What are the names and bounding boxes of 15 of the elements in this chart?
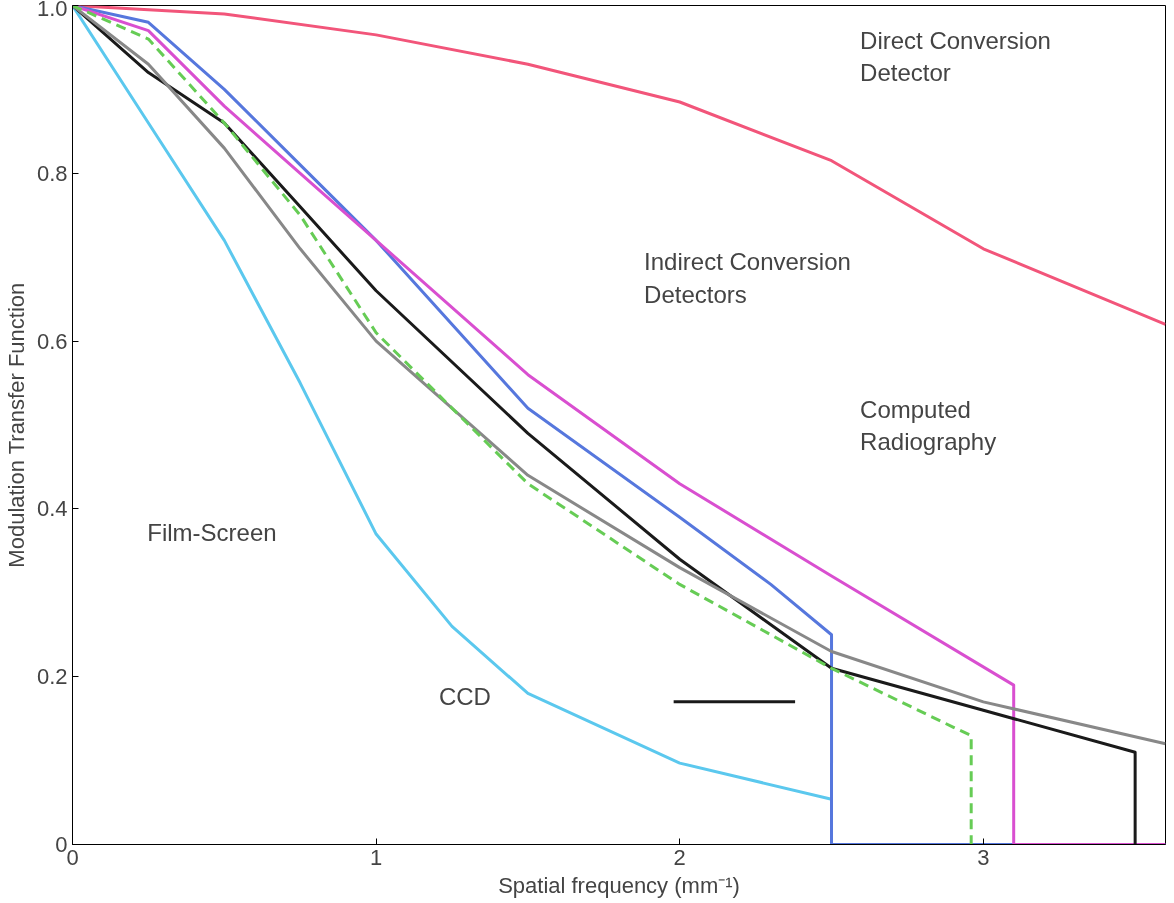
x-axis-title: Spatial frequency (mm⁻¹) (498, 872, 740, 898)
y-tick-label: 1.0 (36, 0, 68, 21)
annotation: Indirect Conversion Detectors (644, 248, 851, 308)
y-tick-label: 0.6 (36, 328, 68, 354)
y-tick-label: 0.4 (36, 496, 68, 522)
x-tick-label: 3 (977, 844, 990, 870)
annotation: Computed Radiography (860, 395, 997, 456)
annotation: CCD (438, 682, 491, 710)
y-axis-title: Modulation Transfer Function (3, 282, 29, 568)
y-tick-label: 0.2 (36, 664, 68, 690)
y-tick-label: 0.8 (36, 160, 68, 186)
x-tick-label: 1 (369, 844, 383, 870)
annotation: Direct Conversion Detector (860, 26, 1051, 87)
annotation: Film-Screen (147, 518, 277, 546)
x-tick-label: 2 (673, 844, 686, 870)
